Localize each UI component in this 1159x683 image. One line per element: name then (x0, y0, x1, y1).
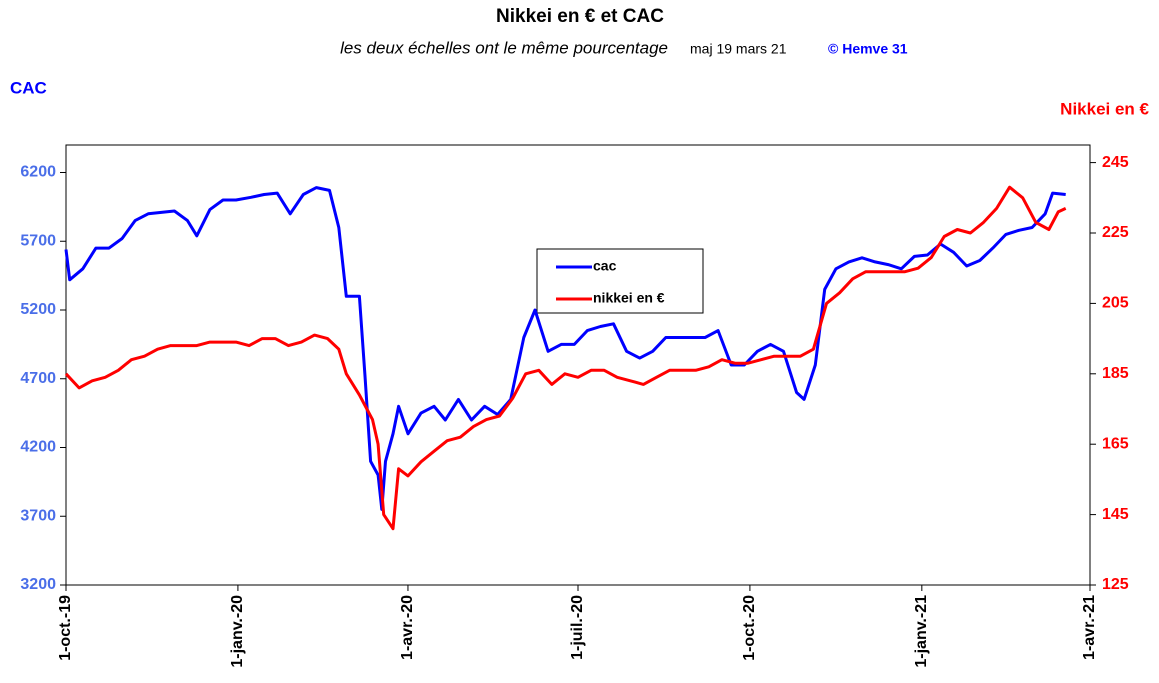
y2-tick-label: 225 (1102, 224, 1129, 241)
y2-tick-label: 145 (1102, 506, 1129, 523)
update-note: maj 19 mars 21 (690, 41, 787, 57)
y2-tick-label: 125 (1102, 576, 1129, 593)
y-tick-label: 5200 (20, 301, 56, 318)
series-line (64, 185, 1067, 531)
y-tick-label: 3700 (20, 507, 56, 524)
y2-tick-label: 205 (1102, 295, 1129, 312)
y2-axis-label: Nikkei en € (1060, 99, 1149, 118)
y-tick-label: 4700 (20, 370, 56, 387)
x-tick-label: 1-janv.-20 (229, 595, 246, 668)
x-tick-label: 1-avr.-21 (1081, 595, 1098, 660)
y2-tick-label: 245 (1102, 154, 1129, 171)
y-tick-label: 6200 (20, 164, 56, 181)
y-tick-label: 4200 (20, 439, 56, 456)
credit: © Hemve 31 (828, 41, 908, 57)
legend-label: nikkei en € (593, 290, 665, 306)
plot-area (65, 144, 1091, 586)
x-tick-label: 1-oct.-19 (57, 595, 74, 661)
y2-tick-label: 185 (1102, 365, 1129, 382)
x-tick-label: 1-janv.-21 (913, 595, 930, 668)
chart-title: Nikkei en € et CAC (496, 6, 664, 27)
x-tick-label: 1-juil.-20 (569, 595, 586, 660)
legend-label: cac (593, 258, 617, 274)
x-tick-label: 1-oct.-20 (741, 595, 758, 661)
subtitle: les deux échelles ont le même pourcentag… (340, 38, 668, 57)
legend (536, 248, 704, 314)
y2-tick-label: 165 (1102, 435, 1129, 452)
y-tick-label: 5700 (20, 232, 56, 249)
series-line (64, 186, 1066, 511)
x-tick-label: 1-avr.-20 (399, 595, 416, 660)
y-axis-label: CAC (10, 78, 47, 97)
y-tick-label: 3200 (20, 576, 56, 593)
